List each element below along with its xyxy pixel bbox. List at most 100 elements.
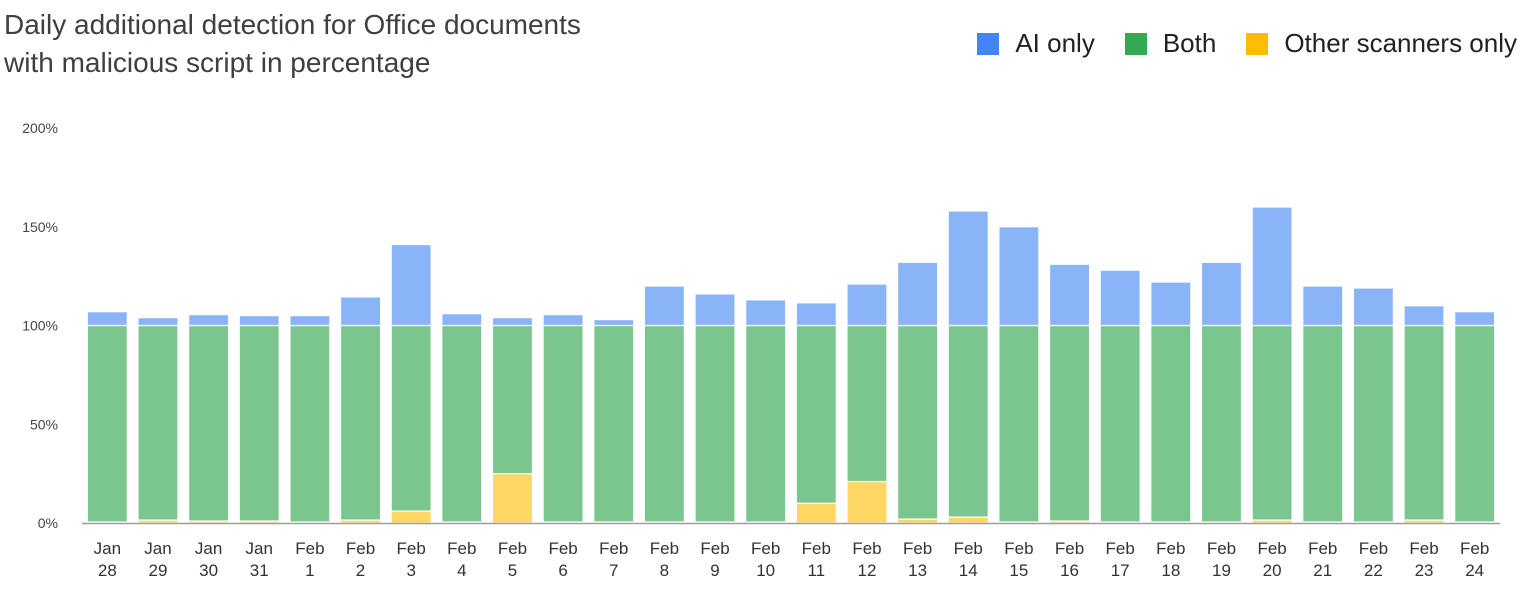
x-tick-label: Feb 20 — [1257, 539, 1286, 580]
bar-segment-ai-only — [1403, 305, 1445, 327]
legend-swatch-both — [1124, 32, 1147, 55]
bar-segment-ai-only — [1200, 261, 1243, 327]
bar-segment-both — [643, 324, 685, 523]
x-tick-label: Feb 5 — [498, 539, 527, 580]
bar-segment-both — [188, 324, 230, 522]
bar-segment-both — [745, 324, 787, 523]
bar-segment-both — [1150, 324, 1192, 523]
x-tick-label: Feb 19 — [1207, 539, 1236, 580]
bar-segment-both — [795, 324, 837, 504]
x-tick-label: Feb 17 — [1106, 539, 1135, 580]
x-tick-label: Feb 3 — [397, 539, 426, 580]
chart-title: Daily additional detection for Office do… — [4, 6, 704, 82]
y-tick-label: 100% — [22, 318, 58, 334]
bar-segment-both — [846, 324, 888, 483]
y-tick-label: 50% — [30, 416, 58, 432]
bar-segment-both — [137, 324, 179, 521]
x-tick-label: Feb 8 — [650, 539, 679, 580]
bar-segment-other-scanners-only — [846, 480, 888, 524]
bar-segment-other-scanners-only — [390, 510, 432, 524]
y-tick-label: 0% — [38, 515, 58, 531]
bar-segment-other-scanners-only — [947, 516, 989, 524]
legend-item-both: Both — [1124, 28, 1217, 59]
bar-segment-ai-only — [188, 314, 230, 327]
bar-segment-ai-only — [846, 283, 888, 327]
bar-segment-ai-only — [1150, 281, 1192, 327]
bar-segment-ai-only — [1048, 263, 1091, 327]
bar-segment-both — [339, 324, 382, 521]
bar-segment-both — [947, 324, 989, 518]
bar-segment-ai-only — [593, 318, 635, 327]
legend-swatch-ai-only — [977, 32, 1000, 55]
legend-item-other-scanners-only: Other scanners only — [1246, 28, 1517, 59]
bar-segment-both — [1251, 324, 1293, 521]
x-tick-label: Feb 2 — [346, 539, 375, 580]
bar-segment-both — [1302, 324, 1344, 523]
legend-label-ai-only: AI only — [1015, 28, 1095, 58]
bar-segment-both — [441, 324, 483, 523]
legend-item-ai-only: AI only — [977, 28, 1095, 59]
legend-swatch-other-scanners-only — [1246, 32, 1269, 55]
bar-segment-ai-only — [694, 293, 736, 327]
bar-segment-both — [1200, 324, 1243, 523]
bar-segment-both — [694, 324, 736, 523]
bar-segment-both — [542, 324, 584, 523]
bar-segment-ai-only — [491, 317, 534, 327]
x-tick-label: Feb 9 — [700, 539, 729, 580]
x-tick-label: Jan 28 — [94, 539, 121, 580]
x-tick-label: Feb 1 — [295, 539, 324, 580]
x-tick-label: Feb 24 — [1460, 539, 1489, 580]
x-tick-label: Feb 14 — [954, 539, 983, 580]
x-tick-label: Feb 13 — [903, 539, 932, 580]
bar-segment-ai-only — [795, 302, 837, 327]
bar-segment-both — [998, 324, 1040, 523]
x-tick-label: Feb 12 — [852, 539, 881, 580]
bar-segment-ai-only — [390, 243, 432, 327]
legend-label-other-scanners-only: Other scanners only — [1284, 28, 1517, 58]
bar-segment-both — [897, 324, 939, 520]
x-tick-label: Feb 4 — [447, 539, 476, 580]
bar-segment-both — [1403, 324, 1445, 521]
x-tick-label: Feb 23 — [1409, 539, 1438, 580]
bar-segment-both — [1352, 324, 1394, 523]
bar-segment-both — [86, 324, 128, 523]
x-tick-label: Jan 30 — [195, 539, 222, 580]
x-tick-label: Feb 16 — [1055, 539, 1084, 580]
bar-segment-ai-only — [947, 210, 989, 327]
bar-segment-ai-only — [137, 317, 179, 327]
bar-segment-both — [238, 324, 280, 522]
bars — [86, 206, 1496, 524]
bar-segment-both — [390, 324, 432, 512]
legend-label-both: Both — [1162, 28, 1217, 58]
x-tick-label: Feb 18 — [1156, 539, 1185, 580]
y-axis-ticks: 0% 50% 100% 150% 200% — [22, 120, 58, 531]
bar-segment-ai-only — [1099, 269, 1141, 327]
x-tick-label: Jan 31 — [246, 539, 273, 580]
x-tick-label: Feb 6 — [548, 539, 577, 580]
bar-segment-ai-only — [1454, 311, 1496, 327]
y-tick-label: 200% — [22, 120, 58, 136]
x-tick-label: Feb 22 — [1359, 539, 1388, 580]
bar-segment-other-scanners-only — [795, 502, 837, 524]
bar-segment-ai-only — [1302, 285, 1344, 327]
bar-segment-ai-only — [1352, 287, 1394, 327]
x-tick-label: Feb 11 — [802, 539, 831, 580]
bar-segment-ai-only — [643, 285, 685, 327]
bar-segment-ai-only — [441, 313, 483, 327]
bar-segment-both — [491, 324, 534, 475]
bar-segment-ai-only — [86, 311, 128, 327]
x-tick-label: Feb 21 — [1308, 539, 1337, 580]
bar-segment-ai-only — [998, 226, 1040, 327]
bar-segment-both — [1099, 324, 1141, 523]
bar-segment-other-scanners-only — [491, 473, 534, 524]
chart-legend: AI only Both Other scanners only — [977, 28, 1517, 59]
bar-segment-ai-only — [339, 296, 382, 327]
x-tick-label: Jan 29 — [144, 539, 171, 580]
bar-segment-both — [593, 324, 635, 523]
x-tick-label: Feb 15 — [1004, 539, 1033, 580]
chart-title-line-1: Daily additional detection for Office do… — [4, 9, 581, 40]
bar-segment-both — [1048, 324, 1091, 522]
x-axis-labels: Jan 28 Jan 29 Jan 30 Jan 31 Feb 1 Feb 2 Feb 3 Feb 4 Feb 5… — [94, 539, 1490, 580]
bar-segment-both — [1454, 324, 1496, 523]
